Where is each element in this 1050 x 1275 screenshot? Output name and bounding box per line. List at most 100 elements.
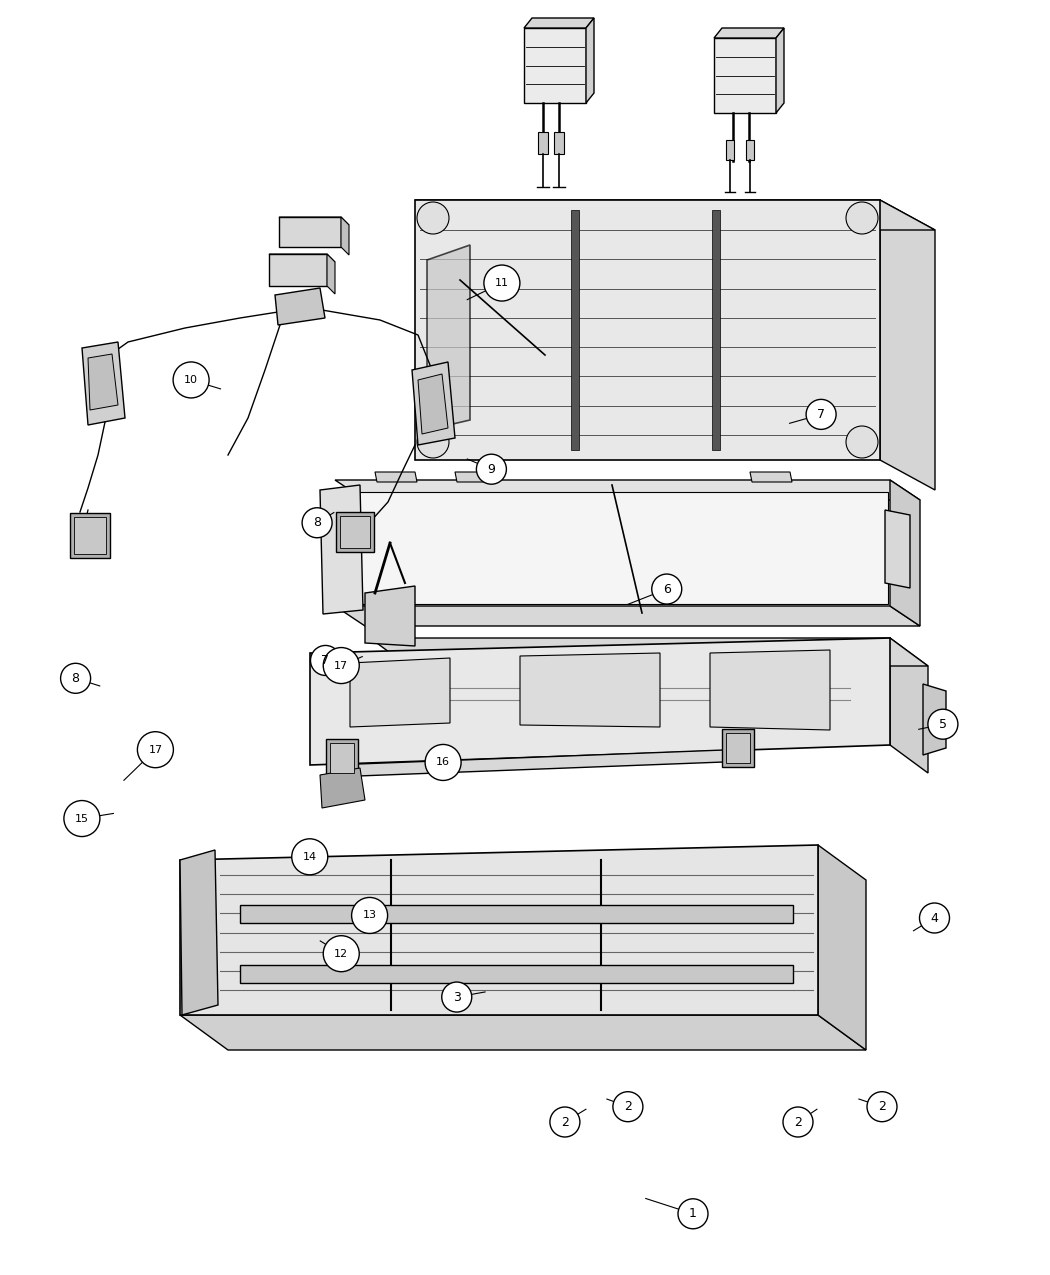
Circle shape (64, 801, 100, 836)
Polygon shape (412, 362, 455, 445)
Text: 2: 2 (878, 1100, 886, 1113)
Polygon shape (554, 133, 564, 154)
Circle shape (846, 426, 878, 458)
Text: 7: 7 (321, 654, 330, 667)
Polygon shape (275, 288, 326, 325)
Text: 11: 11 (495, 278, 509, 288)
Polygon shape (415, 200, 934, 230)
Polygon shape (375, 472, 417, 482)
Text: 1: 1 (689, 1207, 697, 1220)
Circle shape (920, 903, 949, 933)
Circle shape (417, 201, 449, 235)
Circle shape (323, 936, 359, 972)
Polygon shape (524, 28, 586, 103)
Circle shape (61, 663, 90, 694)
Circle shape (138, 732, 173, 768)
Text: 17: 17 (148, 745, 163, 755)
Polygon shape (726, 140, 734, 159)
Text: 7: 7 (817, 408, 825, 421)
Circle shape (484, 265, 520, 301)
Polygon shape (240, 905, 793, 923)
Polygon shape (326, 740, 358, 776)
Polygon shape (726, 733, 750, 762)
Text: 4: 4 (930, 912, 939, 924)
Polygon shape (520, 653, 660, 727)
Circle shape (425, 745, 461, 780)
Polygon shape (335, 492, 888, 604)
Polygon shape (365, 586, 415, 646)
Polygon shape (586, 18, 594, 103)
Circle shape (678, 1198, 708, 1229)
Polygon shape (88, 354, 118, 411)
Circle shape (867, 1091, 897, 1122)
Polygon shape (279, 217, 341, 247)
Polygon shape (327, 254, 335, 295)
Polygon shape (310, 638, 890, 765)
Polygon shape (714, 28, 784, 38)
Polygon shape (269, 254, 327, 286)
Polygon shape (180, 845, 818, 1015)
Polygon shape (320, 484, 363, 615)
Text: 2: 2 (794, 1116, 802, 1128)
Polygon shape (538, 133, 548, 154)
Circle shape (652, 574, 681, 604)
Polygon shape (350, 658, 450, 727)
Text: 14: 14 (302, 852, 317, 862)
Circle shape (550, 1107, 580, 1137)
Circle shape (292, 839, 328, 875)
Text: 3: 3 (453, 991, 461, 1003)
Polygon shape (358, 748, 750, 776)
Circle shape (806, 399, 836, 430)
Polygon shape (722, 729, 754, 768)
Polygon shape (571, 210, 580, 450)
Polygon shape (370, 638, 928, 666)
Text: 15: 15 (75, 813, 89, 824)
Polygon shape (74, 516, 106, 553)
Polygon shape (415, 200, 880, 460)
Text: 13: 13 (362, 910, 377, 921)
Circle shape (928, 709, 958, 740)
Circle shape (613, 1091, 643, 1122)
Circle shape (302, 507, 332, 538)
Circle shape (323, 648, 359, 683)
Polygon shape (890, 638, 928, 773)
Polygon shape (180, 1015, 866, 1051)
Polygon shape (418, 374, 448, 434)
Polygon shape (710, 650, 830, 731)
Polygon shape (269, 254, 335, 261)
Polygon shape (335, 606, 920, 626)
Circle shape (352, 898, 387, 933)
Polygon shape (279, 217, 349, 224)
Polygon shape (885, 510, 910, 588)
Circle shape (311, 645, 340, 676)
Polygon shape (746, 140, 754, 159)
Text: 5: 5 (939, 718, 947, 731)
Text: 2: 2 (624, 1100, 632, 1113)
Polygon shape (890, 479, 920, 626)
Polygon shape (70, 513, 110, 557)
Polygon shape (923, 683, 946, 755)
Circle shape (442, 982, 471, 1012)
Polygon shape (180, 850, 218, 1015)
Polygon shape (336, 513, 374, 552)
Polygon shape (340, 516, 370, 548)
Polygon shape (335, 479, 920, 500)
Polygon shape (712, 210, 720, 450)
Circle shape (846, 201, 878, 235)
Polygon shape (714, 38, 776, 113)
Text: 2: 2 (561, 1116, 569, 1128)
Circle shape (417, 426, 449, 458)
Polygon shape (818, 845, 866, 1051)
Polygon shape (240, 965, 793, 983)
Polygon shape (750, 472, 792, 482)
Text: 8: 8 (313, 516, 321, 529)
Text: 17: 17 (334, 660, 349, 671)
Text: 8: 8 (71, 672, 80, 685)
Text: 9: 9 (487, 463, 496, 476)
Polygon shape (82, 342, 125, 425)
Polygon shape (330, 743, 354, 773)
Polygon shape (880, 200, 934, 490)
Text: 6: 6 (663, 583, 671, 595)
Polygon shape (524, 18, 594, 28)
Polygon shape (455, 472, 497, 482)
